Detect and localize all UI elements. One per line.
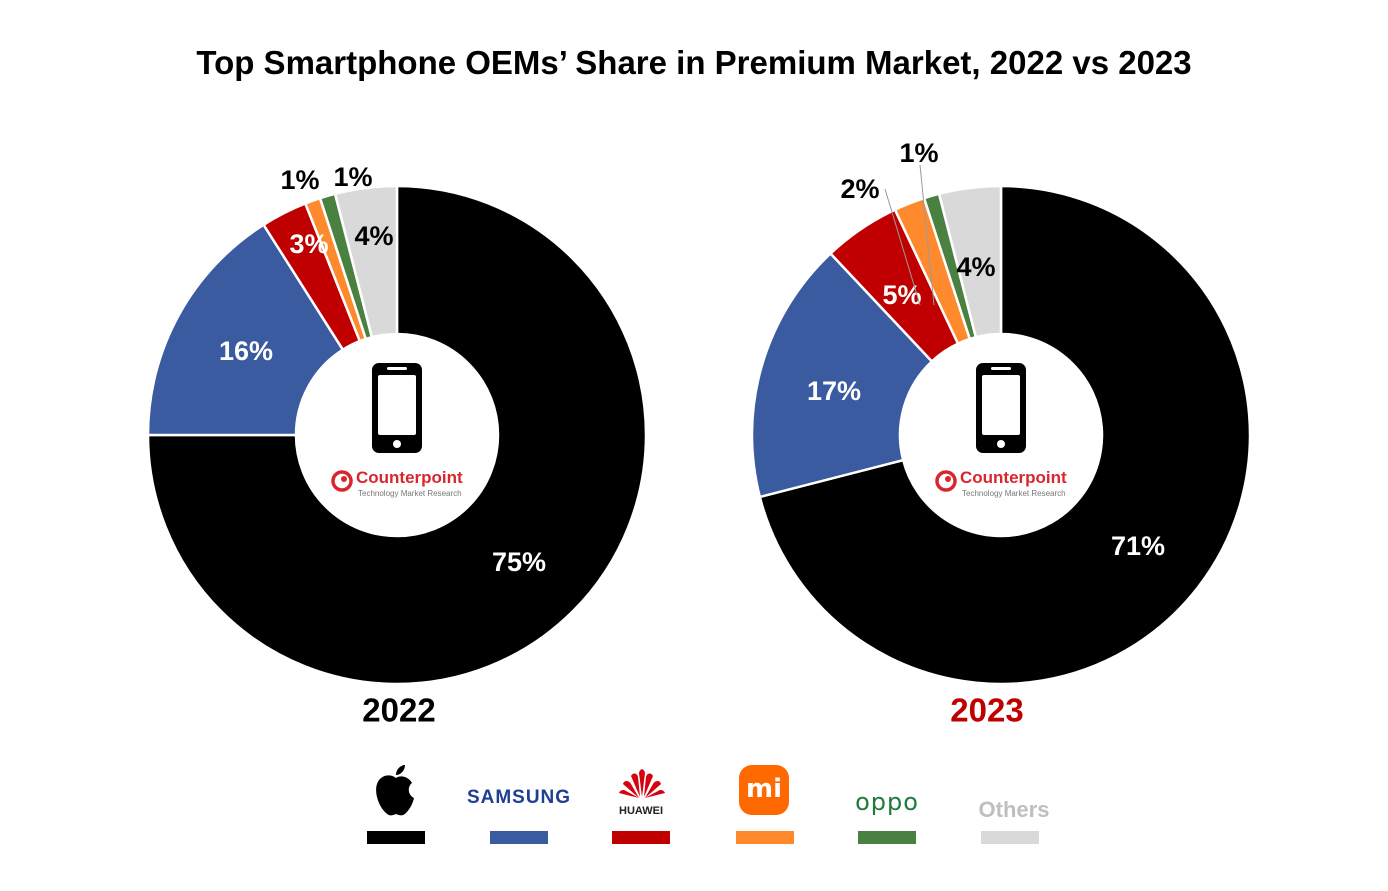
legend-item-apple <box>367 760 457 844</box>
others-label: Others <box>978 797 1050 822</box>
smartphone-home-button-icon <box>997 440 1005 448</box>
huawei-logo-icon <box>619 769 665 798</box>
year-label-2023: 2023 <box>950 692 1023 729</box>
data-label-others: 4% <box>956 252 995 282</box>
legend-swatch-huawei <box>612 831 670 844</box>
legend-item-oppo: oppo <box>855 760 948 844</box>
brand-name: Counterpoint <box>356 468 463 487</box>
year-label-2022: 2022 <box>362 692 435 729</box>
oppo-logo: oppo <box>855 788 919 816</box>
data-label-others: 4% <box>354 221 393 251</box>
xiaomi-logo-text: mi <box>745 774 782 804</box>
data-label-xiaomi: 2% <box>840 174 879 204</box>
data-label-huawei: 3% <box>289 229 328 259</box>
counterpoint-logo-icon <box>935 470 957 492</box>
data-label-huawei: 5% <box>882 280 921 310</box>
brand-tagline: Technology Market Research <box>962 489 1066 498</box>
samsung-logo: SAMSUNG <box>466 787 572 808</box>
huawei-logo-text: HUAWEI <box>619 805 663 817</box>
smartphone-speaker-icon <box>991 367 1011 370</box>
xiaomi-logo-icon: mi <box>739 765 789 815</box>
leader-line-oppo <box>919 164 935 306</box>
legend-swatch-others <box>981 831 1039 844</box>
legend-swatch-samsung <box>490 831 548 844</box>
legend-item-xiaomi: mi <box>736 760 826 844</box>
apple-logo-icon <box>376 765 414 816</box>
data-label-apple: 75% <box>492 547 546 577</box>
smartphone-screen-icon <box>982 375 1020 435</box>
legend-item-others: Others <box>979 760 1071 844</box>
legend-swatch-apple <box>367 831 425 844</box>
legend-swatch-oppo <box>858 831 916 844</box>
counterpoint-logo-dot-icon <box>341 476 347 482</box>
counterpoint-logo-dot-icon <box>945 476 951 482</box>
chart-title: Top Smartphone OEMs’ Share in Premium Ma… <box>196 44 1192 81</box>
smartphone-speaker-icon <box>387 367 407 370</box>
data-label-samsung: 16% <box>219 336 273 366</box>
data-label-xiaomi: 1% <box>280 165 319 195</box>
legend-item-huawei: HUAWEI <box>612 760 702 844</box>
data-label-oppo: 1% <box>333 162 372 192</box>
leader-line-xiaomi <box>884 188 921 306</box>
legend-item-samsung: SAMSUNG <box>467 760 580 844</box>
data-label-apple: 71% <box>1111 531 1165 561</box>
counterpoint-logo-icon <box>331 470 353 492</box>
brand-tagline: Technology Market Research <box>358 489 462 498</box>
smartphone-screen-icon <box>378 375 416 435</box>
smartphone-home-button-icon <box>393 440 401 448</box>
data-label-samsung: 17% <box>807 376 861 406</box>
legend-swatch-xiaomi <box>736 831 794 844</box>
data-label-oppo: 1% <box>899 138 938 168</box>
brand-name: Counterpoint <box>960 468 1067 487</box>
